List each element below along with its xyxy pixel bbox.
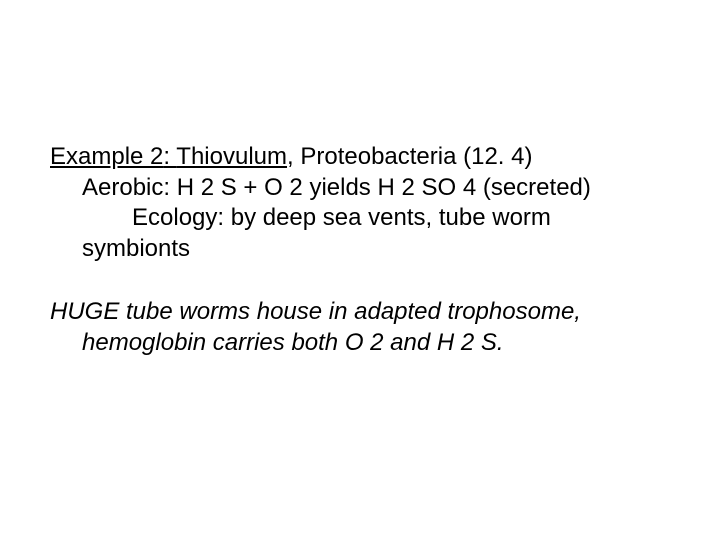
line-aerobic: Aerobic: H 2 S + O 2 yields H 2 SO 4 (se… <box>50 173 670 204</box>
slide-text-block: Example 2: Thiovulum, Proteobacteria (12… <box>50 142 670 358</box>
line-huge-2: hemoglobin carries both O 2 and H 2 S. <box>50 328 670 359</box>
example-label: Example 2 <box>50 143 163 170</box>
line-example: Example 2: Thiovulum, Proteobacteria (12… <box>50 142 670 173</box>
group-ref: , Proteobacteria (12. 4) <box>287 143 532 170</box>
line-ecology-2: symbionts <box>50 234 670 265</box>
genus-name: Thiovulum <box>176 143 287 170</box>
line-ecology-1: Ecology: by deep sea vents, tube worm <box>50 203 670 234</box>
line-huge-1: HUGE tube worms house in adapted trophos… <box>50 297 670 328</box>
colon: : <box>163 143 176 170</box>
